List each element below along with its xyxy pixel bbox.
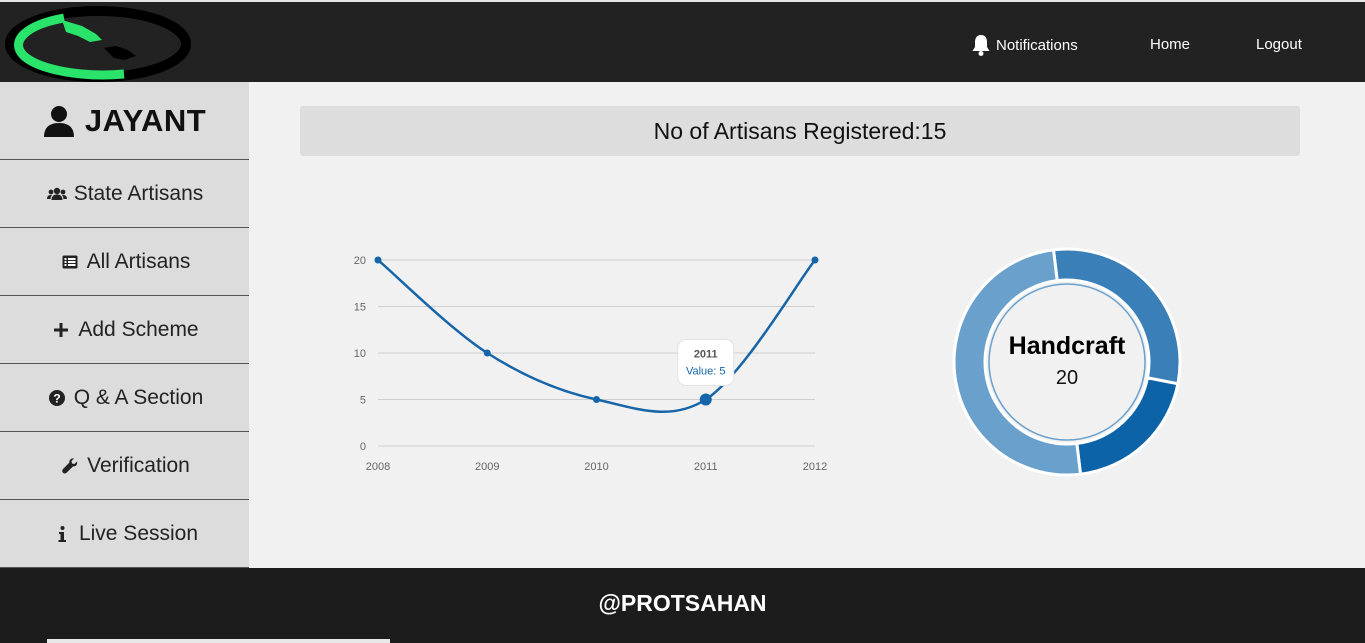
sidebar-item-label: Q & A Section <box>73 385 204 409</box>
notifications-link[interactable]: Notifications <box>971 34 1078 56</box>
tooltip-box <box>677 339 735 386</box>
sidebar-item-live-session[interactable]: Live Session <box>0 500 249 568</box>
logo[interactable] <box>4 6 192 82</box>
sidebar-item-qa-section[interactable]: ? Q & A Section <box>0 364 249 432</box>
x-tick-label: 2012 <box>803 461 827 473</box>
sidebar-item-label: Verification <box>87 453 190 477</box>
sidebar-item-verification[interactable]: Verification <box>0 432 249 500</box>
donut-chart: Handcraft 20 <box>952 247 1182 477</box>
sidebar-item-state-artisans[interactable]: State Artisans <box>0 160 249 228</box>
info-icon <box>51 525 73 542</box>
sidebar: JAYANT State Artisans <box>0 82 249 568</box>
logout-link[interactable]: Logout <box>1256 36 1302 53</box>
data-point <box>593 396 600 403</box>
x-tick-label: 2011 <box>694 461 718 473</box>
footer-brand: @PROTSAHAN <box>598 589 767 616</box>
y-tick-label: 20 <box>354 255 366 267</box>
y-tick-label: 0 <box>360 441 366 453</box>
tooltip-value: Value: 5 <box>686 366 726 378</box>
top-navbar: Notifications Home Logout <box>0 0 1365 82</box>
sidebar-item-label: State Artisans <box>73 181 204 205</box>
donut-center-value: 20 <box>1056 367 1078 389</box>
question-circle-icon: ? <box>46 389 68 406</box>
x-tick-label: 2010 <box>584 461 608 473</box>
svg-text:?: ? <box>53 391 60 405</box>
data-point <box>811 256 819 264</box>
y-tick-label: 5 <box>360 395 366 407</box>
list-icon <box>59 255 81 269</box>
y-tick-label: 10 <box>354 348 366 360</box>
data-point <box>699 393 712 406</box>
pie-slice <box>1051 247 1182 386</box>
user-name: JAYANT <box>84 102 207 138</box>
x-tick-label: 2008 <box>366 461 390 473</box>
tooltip-title: 2011 <box>694 349 718 361</box>
inner-ring <box>988 283 1146 441</box>
pie-slice <box>1075 376 1180 476</box>
users-icon <box>46 187 68 201</box>
donut-center-label: Handcraft <box>1009 332 1126 360</box>
data-point <box>483 349 491 357</box>
artisans-count-banner: No of Artisans Registered:15 <box>300 106 1300 156</box>
plus-icon <box>50 322 72 337</box>
wrench-icon <box>59 457 81 474</box>
series-line <box>377 259 816 413</box>
data-point <box>374 256 382 264</box>
scrollbar[interactable] <box>47 639 390 643</box>
sidebar-item-label: Live Session <box>78 521 199 545</box>
sidebar-item-add-scheme[interactable]: Add Scheme <box>0 296 249 364</box>
x-tick-label: 2009 <box>475 461 499 473</box>
sidebar-item-label: Add Scheme <box>78 317 199 341</box>
y-tick-label: 15 <box>354 302 366 314</box>
user-profile: JAYANT <box>0 82 249 160</box>
notifications-label: Notifications <box>996 36 1078 54</box>
sidebar-item-all-artisans[interactable]: All Artisans <box>0 228 249 296</box>
tooltip: 2011 Value: 5 <box>677 339 735 386</box>
footer: @PROTSAHAN <box>0 568 1365 643</box>
line-chart: 0 5 10 15 20 2008 2009 2010 2011 2012 2011 Value: 5 <box>354 255 827 473</box>
pie-slice <box>952 248 1083 477</box>
home-link[interactable]: Home <box>1150 36 1191 53</box>
main-content: No of Artisans Registered:15 <box>249 82 1365 568</box>
bell-icon <box>972 35 990 56</box>
sidebar-item-label: All Artisans <box>86 249 191 273</box>
user-icon <box>43 105 74 137</box>
